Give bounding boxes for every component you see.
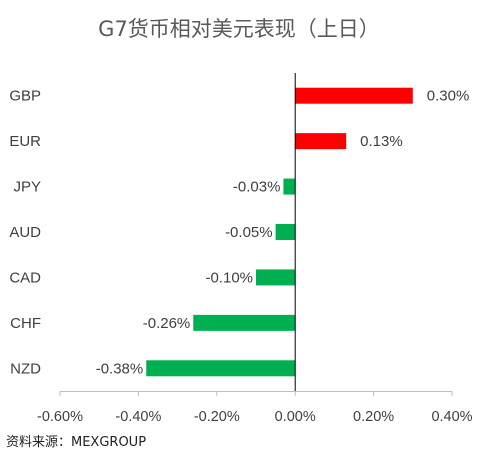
- value-label-aud: -0.05%: [225, 224, 273, 241]
- value-label-jpy: -0.03%: [233, 179, 281, 196]
- source-note: 资料来源：MEXGROUP: [6, 435, 146, 450]
- bar-aud: [275, 224, 296, 240]
- x-tick-label: 0.00%: [275, 409, 316, 425]
- value-label-nzd: -0.38%: [96, 360, 144, 377]
- category-label-chf: CHF: [10, 315, 41, 332]
- x-tick-label: -0.60%: [37, 409, 83, 425]
- value-label-cad: -0.10%: [205, 269, 253, 286]
- bars-group: [146, 87, 413, 377]
- bar-gbp: [295, 87, 413, 104]
- x-tick-label: -0.40%: [115, 409, 161, 425]
- value-label-gbp: 0.30%: [427, 88, 470, 105]
- category-label-cad: CAD: [9, 269, 41, 286]
- bar-chf: [193, 314, 296, 331]
- value-label-eur: 0.13%: [360, 133, 403, 150]
- bar-nzd: [146, 360, 296, 377]
- category-labels-group: GBP EUR JPY AUD CAD CHF NZD: [9, 88, 41, 378]
- bar-cad: [256, 269, 296, 286]
- category-label-gbp: GBP: [9, 88, 41, 105]
- x-axis-ticks-group: -0.60% -0.40% -0.20% 0.00% 0.20% 0.40%: [37, 391, 473, 425]
- chart-title: G7货币相对美元表现（上日）: [98, 17, 380, 41]
- value-label-chf: -0.26%: [143, 315, 191, 332]
- category-label-nzd: NZD: [10, 360, 41, 377]
- category-label-eur: EUR: [9, 133, 41, 150]
- category-label-jpy: JPY: [13, 179, 41, 196]
- category-label-aud: AUD: [9, 224, 41, 241]
- bar-eur: [295, 133, 347, 150]
- x-tick-label: -0.20%: [194, 409, 240, 425]
- x-tick-label: 0.20%: [353, 409, 394, 425]
- value-labels-group: 0.30% 0.13% -0.03% -0.05% -0.10% -0.26% -0.38%: [96, 88, 470, 378]
- bar-jpy: [283, 178, 296, 195]
- x-tick-label: 0.40%: [431, 409, 472, 425]
